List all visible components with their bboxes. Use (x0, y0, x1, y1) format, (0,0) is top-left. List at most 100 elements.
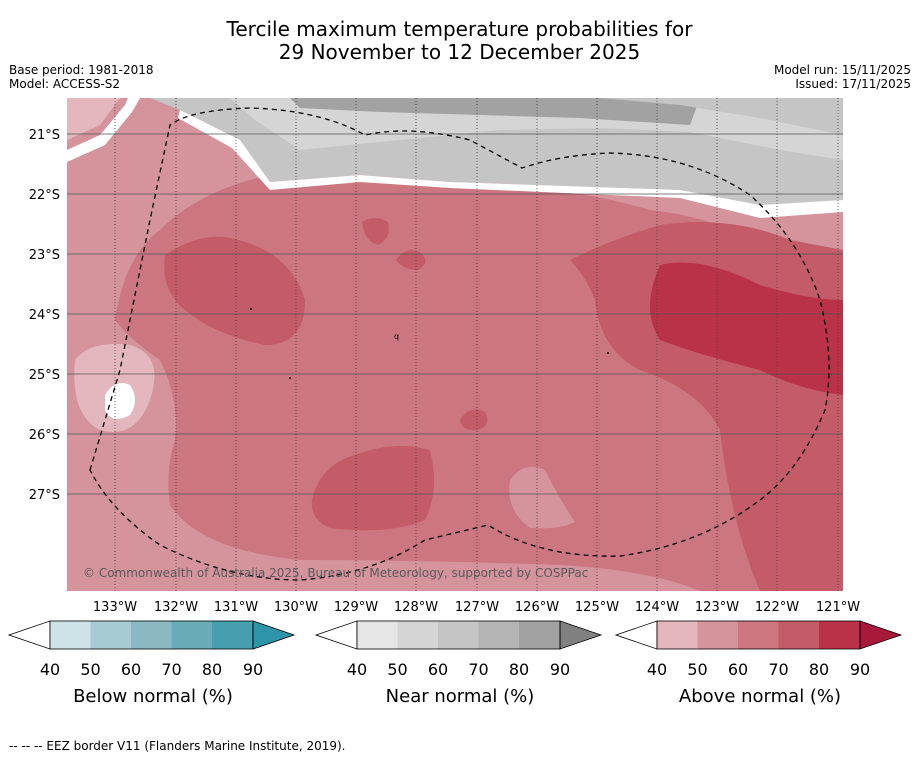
colorbar-below (8, 620, 296, 650)
footnote: -- -- -- EEZ border V11 (Flanders Marine… (9, 739, 346, 753)
copyright-text: © Commonwealth of Australia 2025, Bureau… (83, 566, 588, 580)
lon-label: 123°W (695, 600, 739, 615)
colorbar-extend-low (615, 620, 658, 650)
island-marker-q: q (394, 332, 399, 341)
lon-labels: 133°W 132°W 131°W 130°W 129°W 128°W 127°… (93, 600, 860, 615)
white-gap-band (178, 110, 843, 218)
colorbar-swatch (819, 621, 860, 649)
tick-label: 50 (387, 660, 408, 679)
probability-map: q © Commonwealth of Australia 2025, Bure… (29, 98, 860, 615)
tick-label: 90 (242, 660, 264, 679)
colorbar-extend-low (8, 620, 51, 650)
tick-label: 90 (849, 660, 871, 679)
lon-label: 125°W (575, 600, 619, 615)
colorbar-swatch (90, 621, 131, 649)
lat-labels: 21°S 22°S 23°S 24°S 25°S 26°S 27°S (29, 128, 60, 503)
above-40-region-west (67, 98, 120, 140)
tick-label: 80 (201, 660, 223, 679)
lon-label: 126°W (515, 600, 559, 615)
tick-label: 70 (468, 660, 489, 679)
above-70-blob-1 (362, 218, 389, 245)
lat-label: 26°S (29, 428, 60, 443)
island-dot-2 (289, 377, 291, 379)
map-area: q © Commonwealth of Australia 2025, Bure… (29, 98, 860, 615)
white-gap-sw (105, 382, 135, 419)
colorbar-swatch (519, 621, 560, 649)
colorbar-swatch (131, 621, 172, 649)
model-name: Model: ACCESS-S2 (9, 77, 121, 91)
above-70-region-west (164, 236, 305, 345)
lon-label: 132°W (154, 600, 198, 615)
tick-label: 40 (346, 660, 368, 679)
title-line-1: Tercile maximum temperature probabilitie… (226, 17, 693, 41)
colorbar-swatch (252, 620, 296, 650)
colorbar-swatch (778, 621, 819, 649)
lon-gridlines (114, 98, 839, 591)
tick-label: 50 (80, 660, 101, 679)
lon-label: 121°W (816, 600, 860, 615)
tick-label: 40 (646, 660, 668, 679)
colorbar-swatch (697, 621, 738, 649)
eez-border (89, 107, 830, 581)
chart-title: Tercile maximum temperature probabilitie… (0, 18, 919, 64)
meta-right: Model run: 15/11/2025 Issued: 17/11/2025 (774, 63, 911, 91)
tick-label: 60 (427, 660, 449, 679)
above-70-blob-3 (460, 409, 488, 431)
above-50-patch-south (509, 466, 575, 529)
tick-label: 50 (687, 660, 708, 679)
colorbar-swatch (212, 621, 253, 649)
tick-label: 80 (508, 660, 530, 679)
meta-left: Base period: 1981-2018 Model: ACCESS-S2 (9, 63, 154, 91)
lon-label: 124°W (635, 600, 679, 615)
near-normal-light-2 (600, 98, 843, 135)
colorbar-outline (49, 620, 254, 650)
island-dot-1 (250, 308, 252, 310)
model-run: Model run: 15/11/2025 (773, 63, 911, 77)
colorbar-swatch (438, 621, 479, 649)
tick-label: 80 (808, 660, 830, 679)
legend-above-normal: 40 50 60 70 80 90 Above normal (%) (615, 620, 915, 715)
lat-label: 25°S (29, 368, 60, 383)
issued-date: Issued: 17/11/2025 (795, 77, 911, 91)
legend-near-normal: 40 50 60 70 80 90 Near normal (%) (315, 620, 615, 715)
lat-label: 21°S (29, 128, 60, 143)
colorbar-swatch (50, 621, 91, 649)
lon-label: 128°W (394, 600, 438, 615)
base-period: Base period: 1981-2018 (9, 63, 154, 77)
legend-title: Above normal (%) (678, 686, 842, 707)
white-gap-west (67, 98, 140, 162)
lon-label: 131°W (214, 600, 258, 615)
legend-below-normal: 40 50 60 70 80 90 Below normal (%) (8, 620, 308, 715)
lon-label: 133°W (93, 600, 137, 615)
tick-label: 60 (120, 660, 142, 679)
lon-label: 122°W (755, 600, 799, 615)
colorbar-swatch (657, 621, 698, 649)
title-line-2: 29 November to 12 December 2025 (278, 40, 641, 64)
tick-label: 70 (768, 660, 789, 679)
lon-label: 127°W (455, 600, 499, 615)
lat-label: 24°S (29, 308, 60, 323)
near-normal-dark (290, 98, 700, 125)
colorbar-near (315, 620, 603, 650)
tick-label: 90 (549, 660, 571, 679)
tick-label: 60 (727, 660, 749, 679)
above-70-blob-2 (396, 250, 426, 270)
colorbar-swatch (559, 620, 603, 650)
tick-label: 40 (39, 660, 61, 679)
colorbar-outline (356, 620, 561, 650)
lat-label: 27°S (29, 488, 60, 503)
colorbar-swatch (171, 621, 212, 649)
colorbar-swatch (738, 621, 779, 649)
colorbar-swatch (397, 621, 438, 649)
legend-title: Near normal (%) (385, 686, 535, 707)
lon-label: 130°W (274, 600, 318, 615)
above-80-region (650, 262, 843, 395)
colorbar-swatch (478, 621, 519, 649)
colorbar-outline (656, 620, 861, 650)
colorbar-swatch (859, 620, 903, 650)
lat-label: 23°S (29, 248, 60, 263)
colorbar-above (615, 620, 903, 650)
legend-title: Below normal (%) (73, 686, 233, 707)
above-70-region-south (311, 446, 434, 531)
colorbar-extend-low (315, 620, 358, 650)
